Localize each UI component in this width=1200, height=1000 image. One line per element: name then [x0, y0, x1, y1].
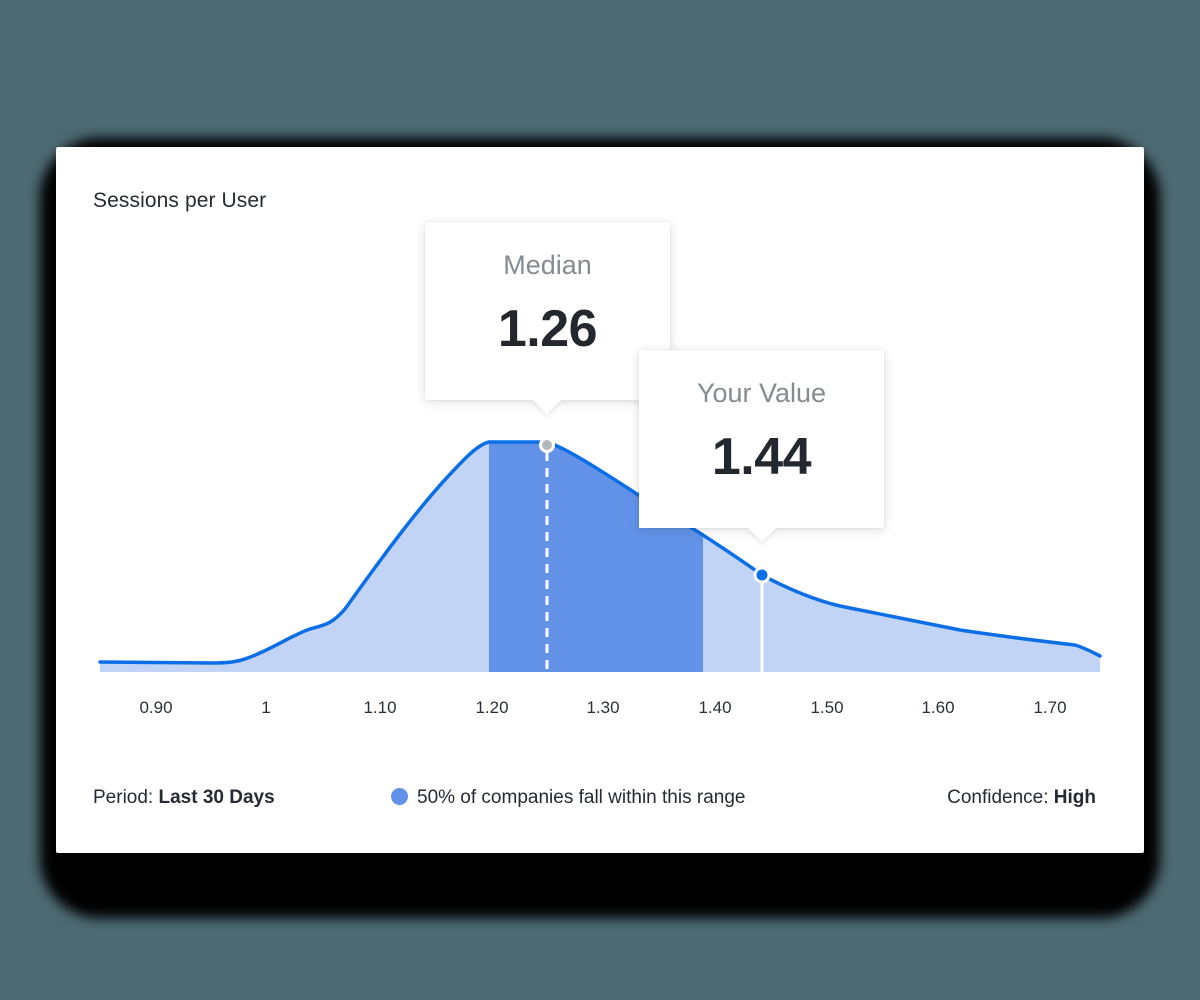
your-value-tooltip: Your Value 1.44 — [639, 350, 884, 542]
median-tooltip-label: Median — [503, 250, 592, 280]
confidence-value: High — [1053, 787, 1096, 808]
x-tick: 1.20 — [475, 698, 509, 717]
your-value-tooltip-value: 1.44 — [711, 428, 812, 486]
median-tooltip-value: 1.26 — [497, 300, 598, 358]
x-tick: 1.10 — [363, 698, 397, 717]
confidence-info: Confidence: High — [947, 787, 1096, 809]
legend-text: 50% of companies fall within this range — [417, 787, 746, 808]
period-value: Last 30 Days — [158, 787, 275, 808]
your-value-tooltip-label: Your Value — [696, 378, 827, 408]
period-info: Period: Last 30 Days — [93, 787, 275, 809]
legend: 50% of companies fall within this range — [391, 787, 745, 809]
distribution-chart — [98, 437, 1102, 672]
x-tick: 1.50 — [810, 698, 844, 717]
x-tick: 1.70 — [1033, 698, 1067, 717]
period-label: Period: — [93, 787, 154, 808]
x-tick: 1.60 — [921, 698, 955, 717]
density-curve — [98, 440, 1102, 665]
legend-dot-icon — [391, 788, 408, 805]
chart-title: Sessions per User — [93, 189, 267, 212]
benchmark-card: Sessions per User 0.90 1 1.10 1.20 1.30 … — [56, 147, 1144, 853]
x-tick: 0.90 — [139, 698, 173, 717]
confidence-label: Confidence: — [947, 787, 1049, 808]
tooltip-pointer — [747, 527, 777, 542]
x-tick: 1.30 — [586, 698, 620, 717]
x-tick: 1.40 — [698, 698, 732, 717]
tooltip-pointer — [532, 399, 562, 414]
median-tooltip: Median 1.26 — [425, 222, 670, 414]
x-tick: 1 — [261, 698, 271, 717]
